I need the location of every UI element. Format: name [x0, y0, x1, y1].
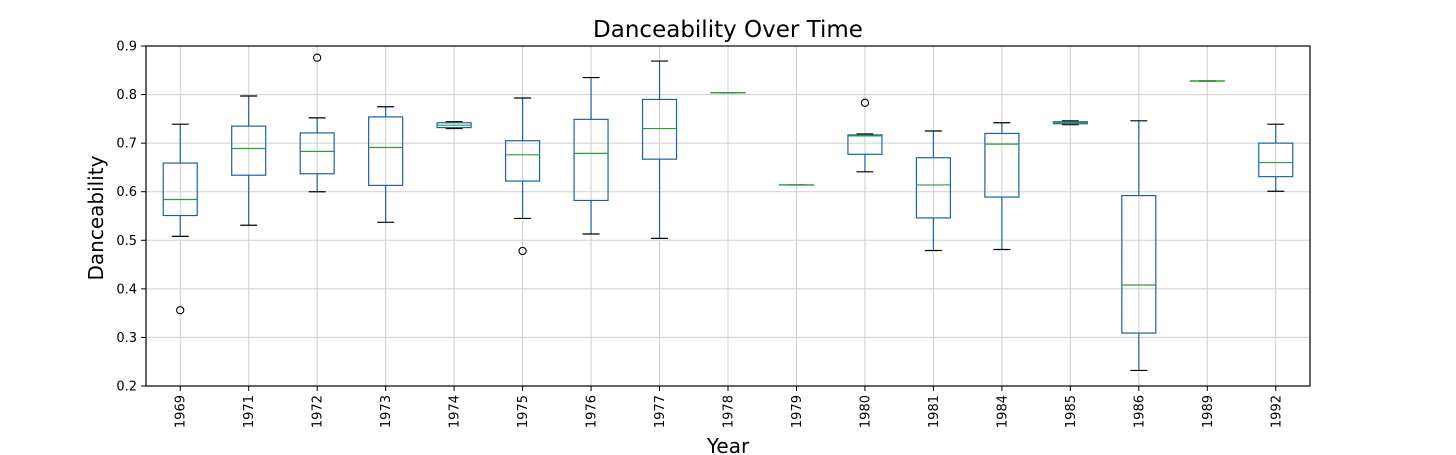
outlier-point	[518, 246, 527, 256]
x-tick-label: 1985	[1064, 395, 1079, 428]
plot-frame	[145, 45, 1311, 387]
y-tick-label: 0.5	[116, 234, 137, 249]
box-1984	[984, 132, 1020, 198]
x-tick-label: 1986	[1132, 395, 1147, 428]
y-tick-label: 0.9	[116, 40, 137, 55]
x-tick-label: 1978	[722, 395, 737, 428]
box-1975	[504, 140, 541, 182]
y-tick-label: 0.3	[116, 331, 137, 346]
x-tick-label: 1974	[448, 395, 463, 428]
outlier-point	[176, 306, 185, 315]
x-tick-label: 1989	[1201, 395, 1216, 428]
outlier-point	[313, 53, 322, 62]
x-tick-label: 1971	[242, 395, 257, 428]
x-tick-label: 1992	[1269, 395, 1284, 428]
x-tick-label: 1975	[516, 395, 531, 428]
y-tick-label: 0.4	[116, 282, 137, 297]
plot-area: 0.2 0.3 0.4 0.5 0.6 0.7 0.8 0.9 1969 1971 1972 1973…	[116, 40, 1311, 428]
chart-title: Danceability Over Time	[593, 17, 863, 43]
outlier-point	[860, 98, 870, 107]
y-tick-label: 0.6	[116, 185, 137, 200]
x-tick-label: 1969	[174, 395, 189, 428]
box-1980	[847, 134, 883, 155]
y-axis-label: Danceability	[84, 155, 108, 280]
box-1976	[573, 118, 609, 202]
box-1981	[915, 157, 952, 219]
x-tick-label: 1984	[995, 395, 1010, 428]
x-tick-label: 1976	[585, 395, 600, 428]
y-tick-label: 0.7	[116, 137, 137, 152]
x-tick-label: 1972	[311, 395, 326, 428]
x-tick-label: 1979	[790, 395, 805, 428]
x-tick-label: 1981	[927, 395, 942, 428]
box-1973	[368, 116, 404, 187]
x-tick-label: 1977	[653, 395, 668, 428]
box-1972	[299, 132, 335, 175]
box-1992	[1258, 142, 1294, 178]
y-tick-label: 0.2	[116, 380, 137, 395]
box-1977	[641, 98, 678, 160]
x-axis-label: Year	[706, 434, 750, 455]
box-1986	[1121, 195, 1157, 334]
x-tick-label: 1980	[858, 395, 873, 428]
box-1971	[231, 125, 267, 176]
box-1969	[162, 162, 198, 217]
y-tick-label: 0.8	[116, 88, 137, 103]
x-tick-label: 1973	[379, 395, 394, 428]
